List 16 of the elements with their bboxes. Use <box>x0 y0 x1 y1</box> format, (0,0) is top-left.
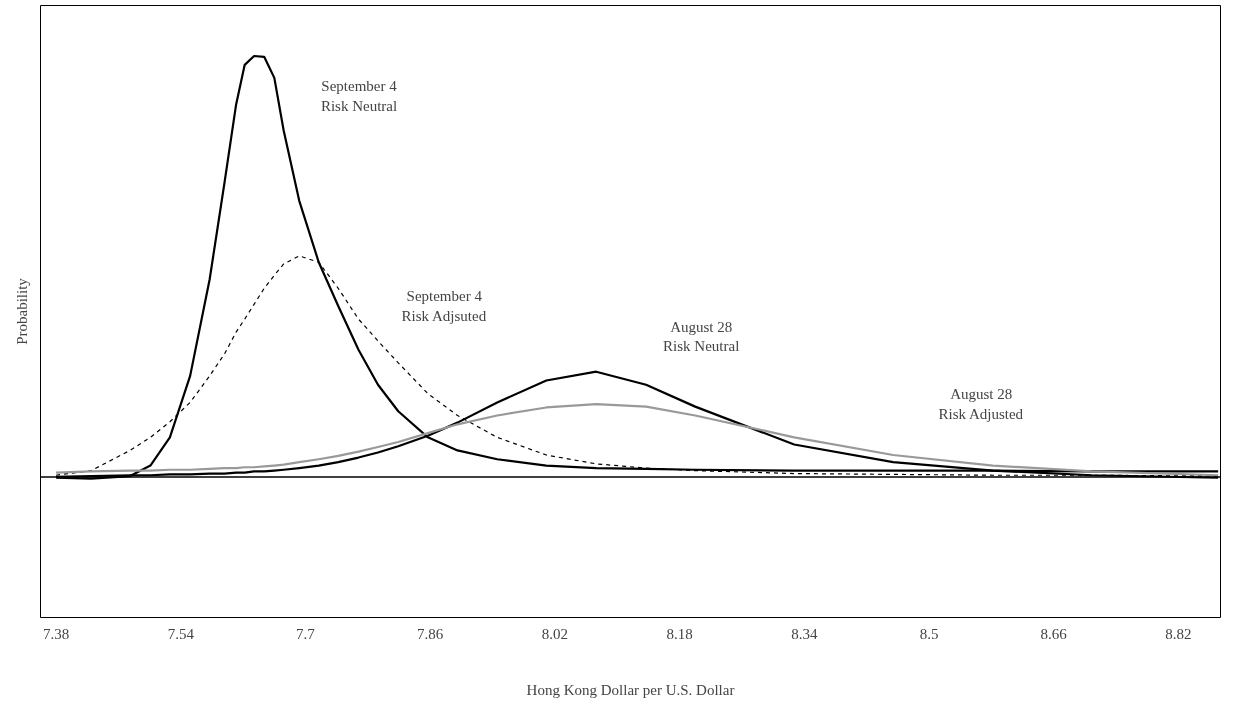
text: September 4 Risk Neutral <box>320 78 398 114</box>
x-tick-label: 7.54 <box>167 625 195 642</box>
x-tick-label: 7.7 <box>296 625 316 642</box>
x-tick-label: 8.82 <box>1165 625 1192 642</box>
x-tick-label: 8.34 <box>791 625 818 642</box>
x-tick-label: 8.66 <box>1040 625 1068 642</box>
x-axis-title: Hong Kong Dollar per U.S. Dollar <box>526 681 735 698</box>
series-label: September 4 Risk Adjsuted <box>401 288 487 324</box>
text: August 28 Risk Neutral <box>663 319 740 355</box>
x-tick-label: 7.86 <box>417 625 444 642</box>
text: August 28 Risk Adjusted <box>938 386 1024 422</box>
x-tick-label: 8.02 <box>541 625 569 642</box>
y-axis-title: Probability <box>13 277 30 345</box>
x-tick-label: 8.5 <box>919 625 939 642</box>
x-tick-label: 7.38 <box>42 625 70 642</box>
x-tick-label: 8.18 <box>666 625 693 642</box>
